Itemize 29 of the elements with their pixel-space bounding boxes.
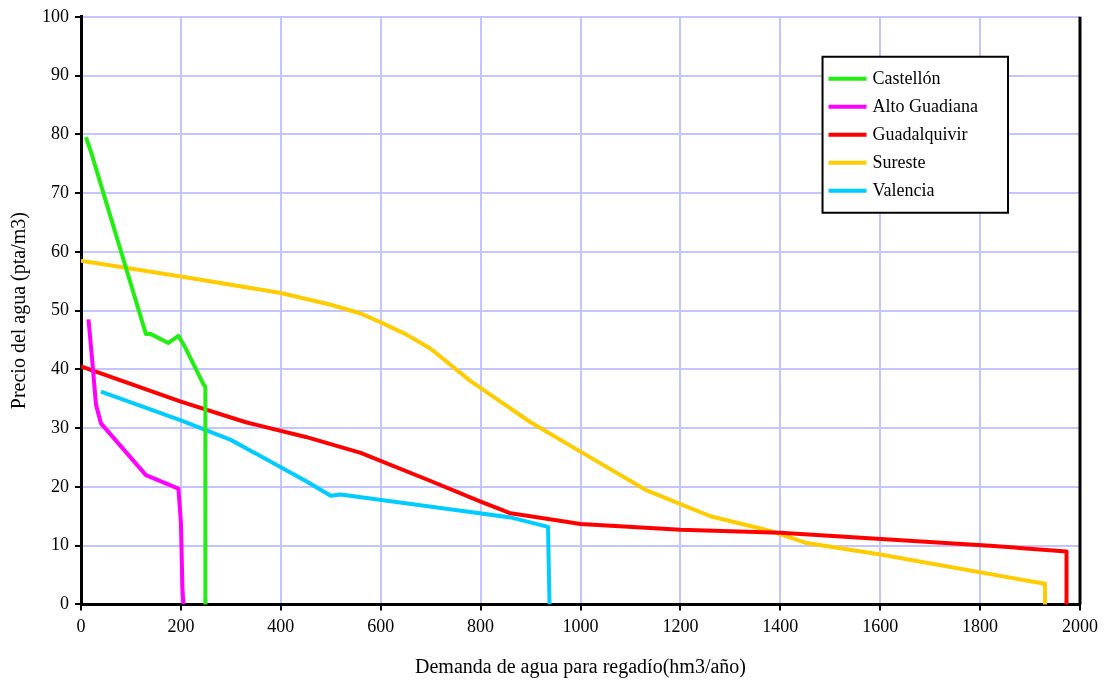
legend-label: Valencia xyxy=(872,179,935,200)
y-axis-title: Precio del agua (pta/m3) xyxy=(7,212,31,410)
y-tick-label: 100 xyxy=(42,5,69,26)
legend-label: Alto Guadiana xyxy=(872,95,979,116)
x-axis-title: Demanda de agua para regadío(hm3/año) xyxy=(415,655,746,679)
x-tick-label: 200 xyxy=(167,615,195,636)
x-tick-label: 1000 xyxy=(562,615,599,636)
y-tick-label: 90 xyxy=(51,64,69,85)
y-tick-label: 50 xyxy=(51,299,69,320)
x-tick-label: 0 xyxy=(76,615,86,636)
x-tick-label: 1800 xyxy=(962,615,999,636)
y-tick-label: 0 xyxy=(60,593,69,614)
x-tick-label: 600 xyxy=(367,615,395,636)
y-tick-label: 70 xyxy=(51,181,69,202)
legend-label: Castellón xyxy=(872,67,941,88)
x-tick-label: 1400 xyxy=(762,615,799,636)
y-tick-label: 60 xyxy=(51,240,69,261)
y-tick-label: 40 xyxy=(51,358,69,379)
legend-label: Guadalquivir xyxy=(872,123,968,144)
y-tick-label: 10 xyxy=(51,534,69,555)
y-tick-label: 80 xyxy=(51,123,69,144)
x-tick-label: 400 xyxy=(267,615,295,636)
legend-label: Sureste xyxy=(872,151,926,172)
y-tick-label: 20 xyxy=(51,475,69,496)
x-tick-label: 1600 xyxy=(862,615,899,636)
x-tick-label: 1200 xyxy=(662,615,699,636)
x-tick-label: 800 xyxy=(467,615,495,636)
y-tick-label: 30 xyxy=(51,416,69,437)
x-tick-label: 2000 xyxy=(1062,615,1098,636)
